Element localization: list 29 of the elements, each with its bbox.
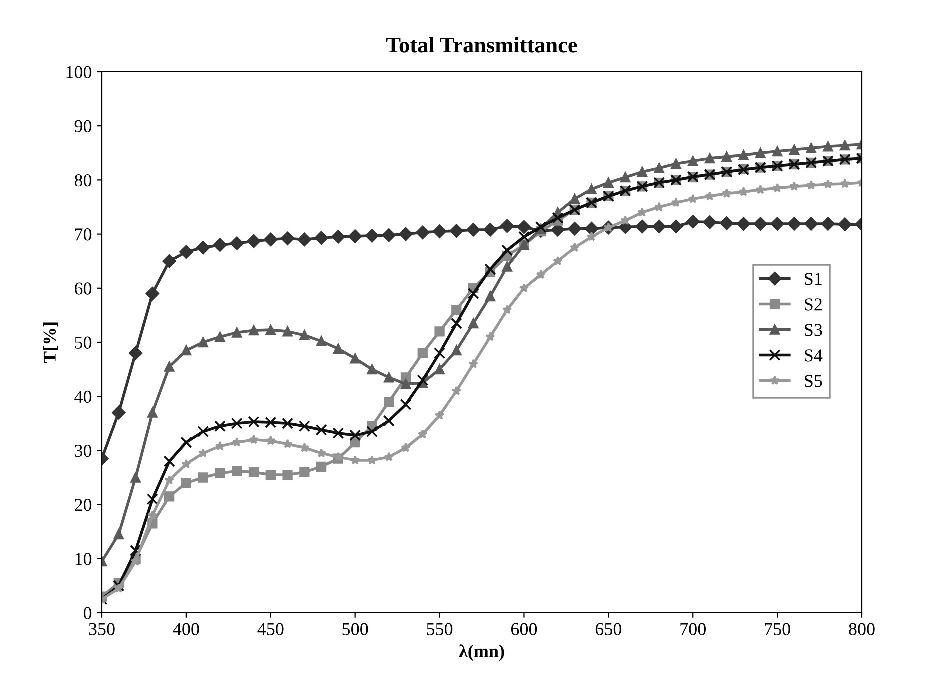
y-tick-label: 0 — [84, 607, 92, 620]
legend-label: S4 — [805, 350, 823, 362]
x-tick-label: 750 — [765, 623, 790, 636]
x-tick-label: 650 — [596, 623, 622, 636]
y-tick-label: 100 — [66, 66, 92, 78]
y-tick-label: 70 — [75, 228, 92, 241]
x-tick-label: 550 — [427, 623, 453, 636]
y-tick-label: 40 — [74, 390, 92, 404]
y-tick-label: 50 — [75, 336, 92, 349]
y-axis-title: T[%] — [43, 322, 58, 364]
legend-label: S2 — [805, 298, 822, 311]
x-tick-label: 700 — [680, 623, 706, 636]
x-tick-label: 400 — [173, 623, 200, 636]
x-tick-label: 800 — [849, 623, 875, 636]
y-tick-label: 90 — [74, 120, 92, 133]
y-tick-label: 80 — [74, 174, 92, 187]
x-tick-label: 350 — [89, 623, 115, 636]
legend-label: S3 — [805, 324, 822, 336]
x-tick-label: 600 — [511, 623, 538, 636]
y-tick-label: 60 — [75, 282, 92, 295]
x-tick-label: 450 — [258, 623, 284, 636]
chart-title: Total Transmittance — [386, 37, 578, 53]
y-tick-label: 10 — [76, 553, 92, 566]
y-tick-label: 20 — [75, 499, 92, 512]
x-axis-title: λ(mn) — [459, 644, 504, 662]
x-tick-label: 500 — [342, 623, 368, 636]
legend-label: S1 — [805, 273, 822, 286]
legend-label: S5 — [805, 375, 822, 388]
y-tick-label: 30 — [75, 444, 92, 458]
